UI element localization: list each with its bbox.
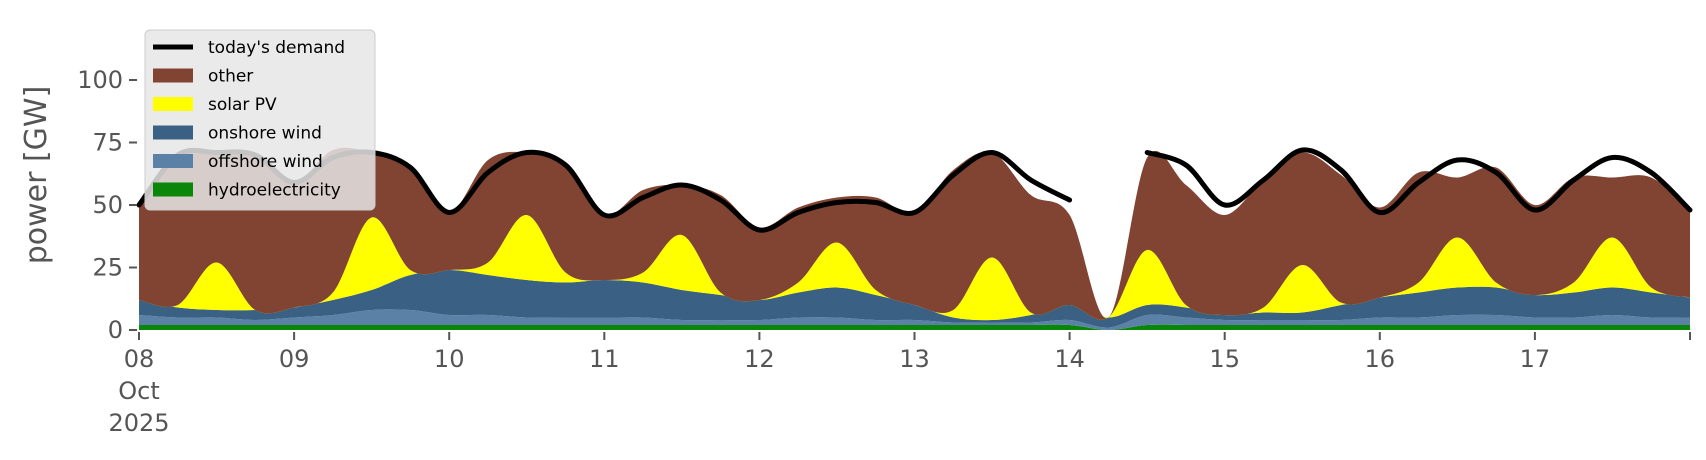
x-tick-label: 12 — [744, 345, 775, 373]
area-other — [139, 147, 1690, 320]
x-tick-label: 15 — [1209, 345, 1240, 373]
x-tick-label: 13 — [899, 345, 930, 373]
x-tick-label: 17 — [1520, 345, 1551, 373]
legend-entry: solar PV — [153, 95, 277, 115]
x-tick-label: 2025 — [108, 409, 169, 437]
demand-line-segment-2 — [1144, 147, 1693, 216]
y-axis-title: power [GW] — [19, 86, 54, 265]
axes: 0 25 50 75 100 08 Oct 2025 09 10 11 12 13 14 15 16 17 — [77, 66, 1691, 437]
legend-label: hydroelectricity — [208, 181, 341, 201]
x-tick-label: 11 — [589, 345, 620, 373]
legend: today's demand other solar PV onshore wind o… — [144, 29, 376, 211]
legend-entry: offshore wind — [153, 152, 323, 172]
legend-patch-swatch — [153, 154, 193, 168]
legend-label: offshore wind — [208, 152, 323, 172]
legend-label: solar PV — [208, 95, 277, 115]
area-onshore-wind — [139, 270, 1690, 328]
legend-label: today's demand — [208, 38, 345, 58]
x-tick-label: 10 — [434, 345, 465, 373]
legend-patch-swatch — [153, 182, 193, 197]
legend-patch-swatch — [153, 97, 193, 111]
y-tick-label: 75 — [92, 129, 123, 157]
legend-entry: hydroelectricity — [153, 181, 341, 201]
x-tick-label: 09 — [279, 345, 310, 373]
legend-box — [144, 29, 376, 211]
x-tick-label: Oct — [118, 377, 160, 405]
legend-patch-swatch — [153, 125, 193, 140]
legend-entry: onshore wind — [153, 124, 322, 144]
x-tick-label: 16 — [1365, 345, 1396, 373]
y-tick-label: 100 — [77, 66, 123, 94]
y-tick-label: 0 — [108, 316, 123, 344]
legend-label: other — [208, 67, 253, 87]
area-solar-pv — [139, 214, 1690, 321]
plot-area-series — [139, 147, 1690, 330]
x-tick-label: 08 — [124, 345, 155, 373]
legend-entry: other — [153, 67, 253, 87]
area-hydroelectricity — [139, 324, 1690, 330]
legend-entry: today's demand — [153, 38, 345, 58]
x-tick-label: 14 — [1054, 345, 1085, 373]
y-tick-label: 50 — [92, 191, 123, 219]
legend-patch-swatch — [153, 68, 193, 83]
area-offshore-wind — [139, 309, 1690, 330]
y-tick-label: 25 — [92, 254, 123, 282]
legend-label: onshore wind — [208, 124, 322, 144]
